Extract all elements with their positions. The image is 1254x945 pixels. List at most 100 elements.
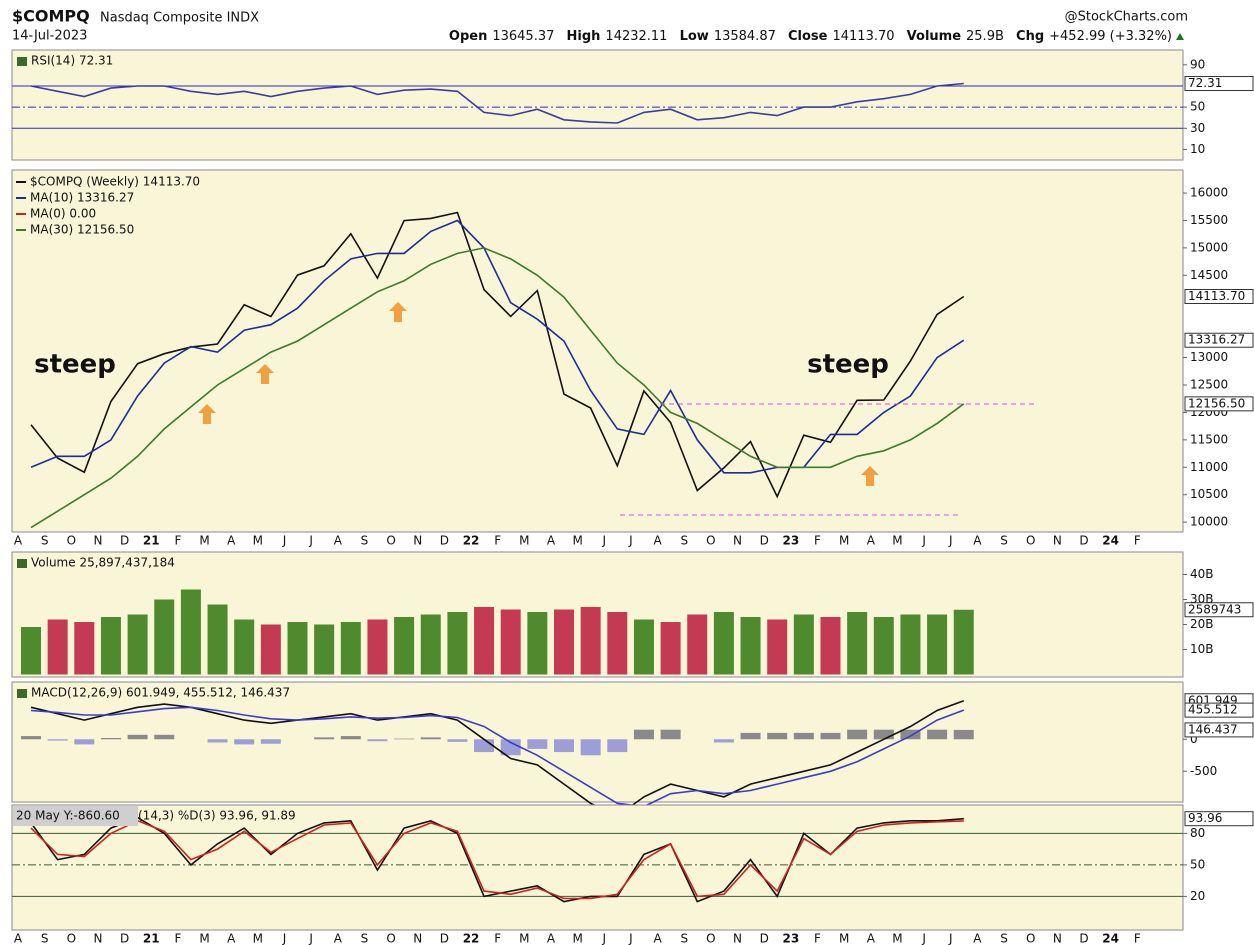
x-tick-label: A: [547, 932, 556, 945]
x-tick-label: S: [1000, 932, 1008, 945]
quote-line: Open 13645.37 High 14232.11 Low 13584.87 Cl…: [449, 29, 1172, 44]
x-tick-label: S: [361, 932, 369, 945]
x-tick-label: J: [308, 932, 313, 945]
x-tick-label: A: [227, 932, 236, 945]
bar: [580, 739, 601, 756]
chg: +452.99 (+3.32%): [1049, 29, 1172, 44]
x-tick-label: J: [628, 534, 633, 548]
bar: [580, 607, 601, 675]
x-tick-label: J: [308, 534, 313, 548]
x-tick-label: 23: [782, 534, 799, 548]
x-tick-label: O: [1026, 932, 1035, 945]
bar: [367, 619, 388, 675]
symbol: $COMPQ: [12, 7, 90, 26]
y-tick-label: 90: [1190, 57, 1205, 71]
bar: [847, 612, 868, 675]
y-tick-label: 40B: [1190, 567, 1214, 581]
tooltip: 20 May Y:-860.60: [16, 809, 120, 823]
x-tick-label: J: [282, 932, 287, 945]
y-tick-label: 14500: [1190, 268, 1228, 282]
x-tick-label: J: [628, 932, 633, 945]
x-tick-label: N: [93, 932, 102, 945]
y-tick-label: 13000: [1190, 350, 1228, 364]
x-tick-label: M: [892, 534, 902, 548]
bar: [100, 738, 121, 740]
x-tick-label: A: [334, 932, 343, 945]
chart-title: RSI(14) 72.31: [31, 54, 113, 68]
bar: [74, 739, 95, 745]
annotation: steep: [34, 350, 116, 380]
y-tick-label: 20B: [1190, 617, 1214, 631]
x-tick-label: M: [839, 534, 849, 548]
bar: [740, 617, 761, 675]
value-box: [1184, 702, 1254, 718]
x-tick-label: D: [120, 534, 129, 548]
up-triangle: [1176, 33, 1184, 40]
y-tick-label: -500: [1190, 764, 1217, 778]
bar: [154, 599, 175, 675]
x-tick-label: 23: [782, 932, 799, 945]
x-tick-label: J: [921, 534, 926, 548]
bar: [793, 732, 814, 740]
y-tick-label: 11500: [1190, 432, 1228, 446]
legend-label: MA(30) 12156.50: [30, 223, 134, 237]
y-tick-label: 10000: [1190, 515, 1228, 529]
x-tick-label: M: [519, 534, 529, 548]
bar: [367, 739, 388, 742]
bar: [500, 609, 521, 675]
x-tick-label: J: [282, 534, 287, 548]
annotations: [198, 302, 1035, 516]
panel: [11, 804, 1184, 931]
bar: [21, 627, 41, 675]
open-label: Open: [449, 29, 487, 44]
x-tick-label: J: [948, 932, 953, 945]
bar: [47, 619, 68, 675]
legend-label: MA(10) 13316.27: [30, 191, 134, 205]
bar: [607, 612, 628, 675]
tooltip-box: [13, 806, 138, 826]
panel: [11, 169, 1184, 533]
value-box: [1184, 811, 1254, 827]
line-series: [30, 211, 965, 499]
x-tick-label: F: [174, 534, 181, 548]
bar: [180, 589, 201, 675]
chg-label: Chg: [1016, 29, 1044, 44]
bar: [633, 619, 654, 675]
bar: [900, 729, 921, 740]
bar: [314, 624, 335, 675]
value-box-label: 2589743: [1188, 602, 1241, 616]
bar: [793, 614, 814, 675]
line-series: [30, 819, 964, 900]
arrow: [198, 404, 216, 424]
line-series: [30, 247, 965, 529]
x-tick-label: F: [174, 932, 181, 945]
arrow: [389, 302, 407, 322]
value-box-label: 14113.70: [1188, 289, 1245, 303]
x-tick-label: A: [973, 932, 982, 945]
x-tick-label: 24: [1102, 534, 1119, 548]
volume: 25.9B: [966, 29, 1004, 44]
y-tick-label: 15500: [1190, 213, 1228, 227]
x-tick-label: F: [494, 932, 501, 945]
x-tick-label: D: [120, 932, 129, 945]
bar: [554, 609, 574, 675]
x-tick-label: A: [14, 932, 23, 945]
x-tick-label: A: [334, 534, 343, 548]
x-tick-label: 21: [143, 534, 160, 548]
y-tick-label: 30: [1190, 121, 1205, 135]
bar: [820, 732, 841, 740]
bar: [340, 736, 361, 740]
bar: [21, 736, 41, 740]
x-tick-label: S: [41, 534, 49, 548]
x-tick-label: S: [41, 932, 49, 945]
bar: [687, 614, 708, 675]
x-tick-label: J: [948, 534, 953, 548]
x-tick-label: N: [733, 534, 742, 548]
x-tick-label: O: [386, 932, 395, 945]
bar: [127, 734, 148, 740]
arrow: [861, 466, 879, 486]
x-tick-label: J: [921, 932, 926, 945]
legend-label: $COMPQ (Weekly) 14113.70: [30, 175, 200, 189]
x-tick-label: O: [706, 534, 715, 548]
bar: [873, 729, 894, 740]
